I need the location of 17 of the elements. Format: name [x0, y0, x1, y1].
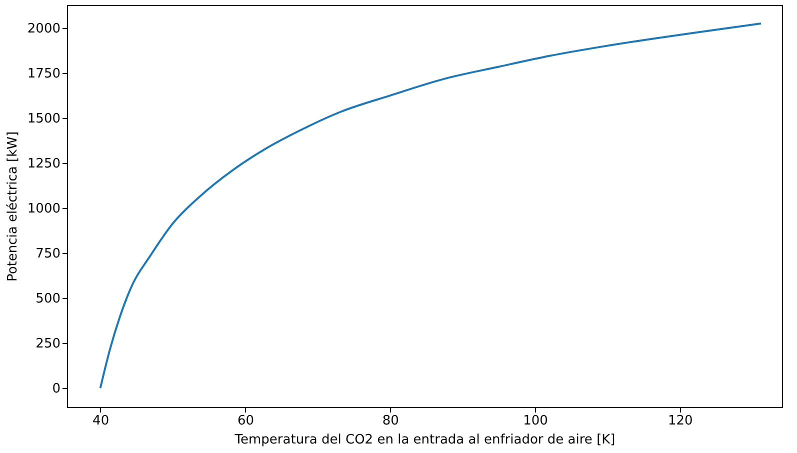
- y-tick-label: 1000: [27, 202, 60, 217]
- y-tick-label: 250: [36, 336, 60, 352]
- y-tick-label: 2000: [27, 22, 60, 37]
- y-tick-label: 1750: [27, 66, 60, 82]
- y-tick-label: 1500: [27, 112, 60, 127]
- x-tick-label: 80: [382, 414, 399, 428]
- x-tick-label: 100: [523, 414, 548, 428]
- y-tick-label: 0: [52, 382, 60, 397]
- x-axis-title: Temperatura del CO2 en la entrada al enfriador de aire [K]: [234, 432, 616, 448]
- x-tick-label: 60: [237, 414, 254, 428]
- x-tick-label: 120: [668, 414, 693, 428]
- y-tick-label: 500: [36, 292, 60, 307]
- line-series: [99, 22, 762, 390]
- y-tick-label: 750: [36, 246, 60, 262]
- y-tick-label: 1250: [27, 156, 60, 172]
- x-tick-label: 40: [92, 414, 110, 428]
- y-axis-title: Potencia eléctrica [kW]: [5, 131, 20, 282]
